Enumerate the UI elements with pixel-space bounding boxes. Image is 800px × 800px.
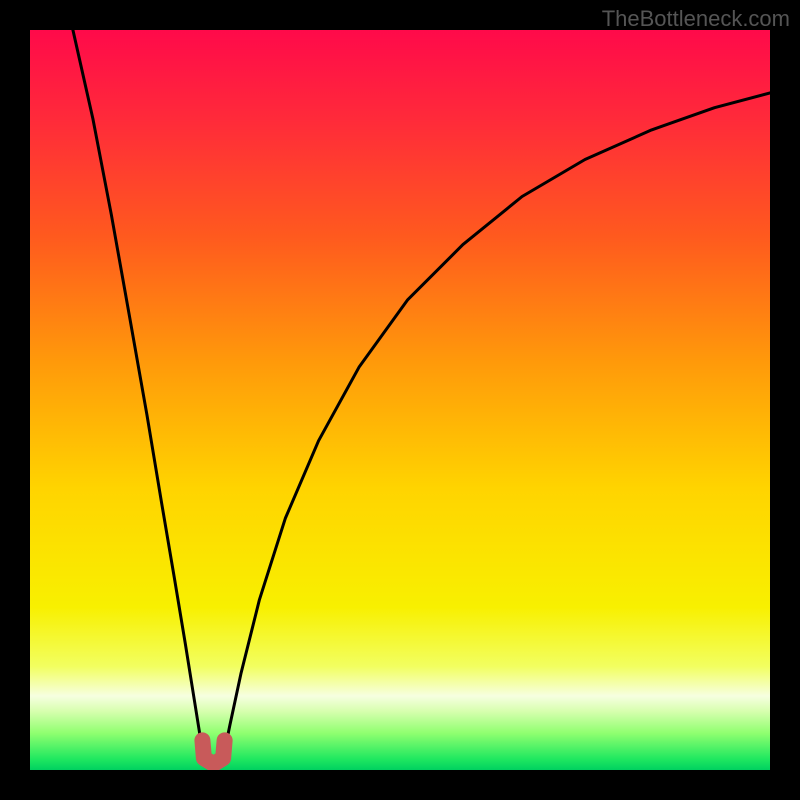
plot-area <box>30 30 770 770</box>
gradient-rect <box>30 30 770 770</box>
chart-svg <box>30 30 770 770</box>
chart-frame: TheBottleneck.com <box>0 0 800 800</box>
watermark-text: TheBottleneck.com <box>602 6 790 32</box>
